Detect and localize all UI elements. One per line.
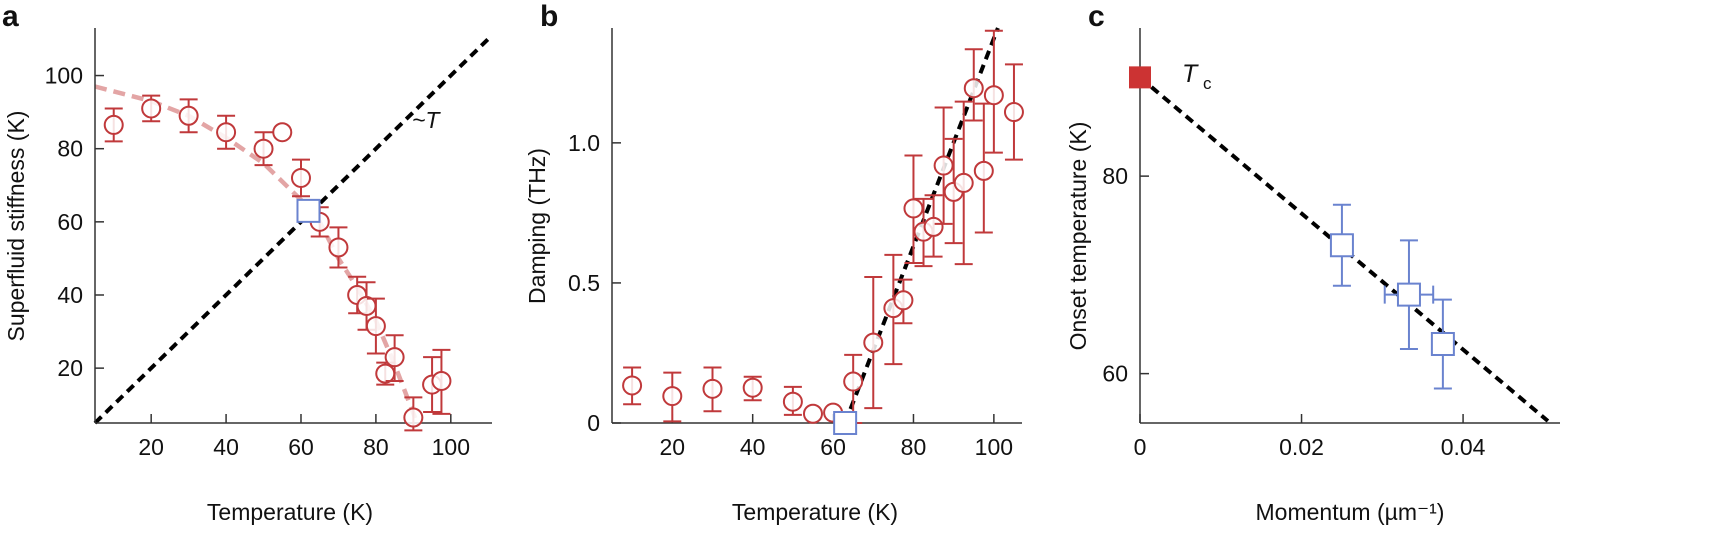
tc-point-square: [1129, 66, 1151, 89]
data-point-circle: [953, 172, 974, 193]
x-tick-label: 80: [363, 434, 389, 460]
y-tick-label: 1.0: [568, 130, 600, 156]
panel-c-onset-plot: 0 0.02 0.04 60 80: [1102, 28, 1560, 460]
data-point-circle: [973, 160, 994, 181]
panel-c-tc-subscript: c: [1203, 74, 1212, 93]
x-tick-label: 80: [901, 434, 927, 460]
data-point-circle: [893, 290, 914, 311]
data-point-circle: [365, 316, 386, 337]
data-point-circle: [375, 363, 396, 384]
x-tick-label: 60: [288, 434, 314, 460]
data-point-circle: [403, 407, 424, 428]
data-point-circle: [328, 237, 349, 258]
data-point-circle: [963, 78, 984, 99]
x-tick-label: 0: [1134, 434, 1147, 460]
data-point-square: [833, 411, 858, 435]
data-point-circle: [622, 375, 643, 396]
fit-curve-line: [94, 84, 420, 424]
y-tick-label: 20: [57, 355, 83, 381]
data-point-circle: [1003, 102, 1024, 123]
panel-c-tc-annotation: T: [1182, 60, 1199, 88]
data-point-square: [296, 198, 321, 223]
panel-b-damping-plot: 20 40 60 80 100 0 0.5 1.0: [568, 27, 1024, 460]
panel-c-x-title: Momentum (µm⁻¹): [1256, 499, 1445, 525]
data-point-square: [1430, 332, 1455, 356]
data-point-circle: [290, 167, 311, 188]
panel-c-y-title: Onset temperature (K): [1065, 122, 1091, 351]
y-tick-label: 60: [57, 209, 83, 235]
panel-label-c: c: [1088, 0, 1105, 33]
data-point-circle: [141, 98, 162, 119]
data-point-circle: [983, 85, 1004, 106]
panel-label-b: b: [540, 0, 558, 33]
data-point-circle: [662, 386, 683, 407]
x-tick-label: 20: [138, 434, 164, 460]
panel-b-x-title: Temperature (K): [732, 499, 898, 525]
y-tick-label: 80: [1102, 163, 1128, 189]
data-point-circle: [272, 122, 293, 143]
data-point-circle: [431, 370, 452, 391]
data-point-circle: [782, 391, 803, 412]
x-tick-label: 40: [213, 434, 239, 460]
y-tick-label: 0: [587, 410, 600, 436]
data-point-circle: [933, 155, 954, 176]
data-point-square: [1329, 233, 1354, 258]
y-tick-label: 60: [1102, 361, 1128, 387]
x-tick-label: 40: [740, 434, 766, 460]
panel-a-y-title: Superfluid stiffness (K): [3, 111, 29, 342]
data-point-circle: [802, 403, 823, 424]
x-tick-label: 60: [820, 434, 846, 460]
data-point-circle: [702, 378, 723, 399]
data-point-circle: [742, 377, 763, 398]
data-point-circle: [216, 122, 237, 143]
panel-a-linear-annotation: ~T: [412, 107, 441, 133]
x-tick-label: 0.04: [1441, 434, 1486, 460]
panel-a-stiffness-plot: 20 40 60 80 100 20 40 60 80 100: [45, 28, 494, 460]
y-tick-label: 40: [57, 282, 83, 308]
data-point-circle: [356, 295, 377, 316]
x-tick-label: 100: [432, 434, 470, 460]
panel-b-y-title: Damping (THz): [524, 148, 550, 304]
data-point-circle: [903, 198, 924, 219]
y-tick-label: 0.5: [568, 270, 600, 296]
x-tick-label: 100: [975, 434, 1013, 460]
x-tick-label: 0.02: [1279, 434, 1324, 460]
data-point-square: [1396, 282, 1421, 307]
data-point-circle: [103, 114, 124, 135]
data-point-circle: [384, 347, 405, 368]
data-point-circle: [863, 332, 884, 353]
y-tick-label: 100: [45, 63, 83, 89]
y-tick-label: 80: [57, 136, 83, 162]
linear-guide-line: [93, 33, 494, 425]
data-point-circle: [843, 371, 864, 392]
data-point-circle: [923, 216, 944, 237]
x-tick-label: 20: [659, 434, 685, 460]
panel-a-x-title: Temperature (K): [207, 499, 373, 525]
panel-label-a: a: [2, 0, 19, 33]
data-point-circle: [253, 138, 274, 159]
data-point-circle: [178, 105, 199, 126]
